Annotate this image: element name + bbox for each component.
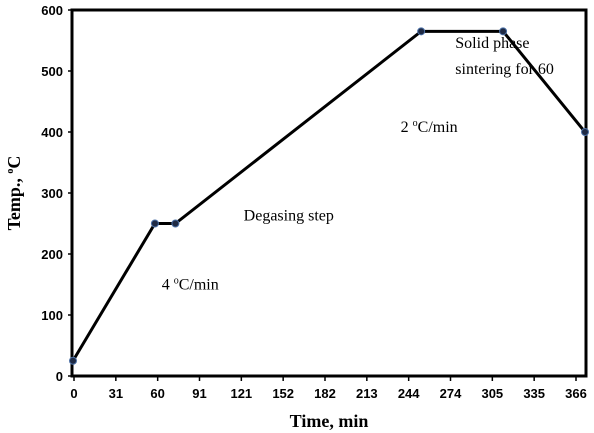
x-tick-label: 335: [523, 386, 545, 401]
x-tick-label: 213: [356, 386, 378, 401]
x-tick-label: 152: [272, 386, 294, 401]
annotation-label: Solid phase: [455, 35, 529, 52]
y-tick-label: 500: [41, 64, 63, 79]
annotation-label: sintering for 60: [455, 61, 554, 78]
data-point: [581, 128, 589, 136]
y-tick-label: 400: [41, 125, 63, 140]
annotation-label: 2 oC/min: [401, 118, 458, 136]
x-tick-label: 244: [398, 386, 420, 401]
x-tick-label: 31: [109, 386, 123, 401]
annotation-layer: 4 oC/min Degasing step 2 oC/min Solid phase…: [162, 35, 554, 294]
data-point: [171, 219, 180, 228]
x-axis-title: Time, min: [290, 411, 369, 431]
annotation-label: 4 oC/min: [162, 275, 219, 293]
y-tick-label: 600: [41, 3, 63, 18]
y-tick-label: 0: [56, 369, 63, 384]
x-tick-label: 274: [440, 386, 462, 401]
series-layer: [69, 27, 589, 365]
x-tick-label: 60: [150, 386, 164, 401]
x-tick-label: 366: [565, 386, 587, 401]
y-axis-title: Temp., oC: [4, 156, 24, 231]
x-tick-label: 0: [70, 386, 77, 401]
data-point: [499, 27, 508, 36]
x-tick-label: 305: [481, 386, 503, 401]
data-point: [69, 356, 77, 365]
x-tick-label: 91: [192, 386, 206, 401]
data-point: [417, 27, 426, 36]
annotation-label: Degasing step: [244, 207, 334, 224]
y-tick-label: 200: [41, 247, 63, 262]
x-tick-label: 121: [230, 386, 252, 401]
y-axis-ticks: 0 100 200 300 400 500 600: [41, 3, 73, 384]
y-tick-label: 100: [41, 308, 63, 323]
x-axis-ticks: 0 31 60 91 121 152 182 213 244 274 305 335 366: [70, 376, 587, 401]
data-point: [150, 219, 159, 228]
series-line: [71, 29, 587, 362]
x-tick-label: 182: [314, 386, 336, 401]
y-tick-label: 300: [41, 186, 63, 201]
